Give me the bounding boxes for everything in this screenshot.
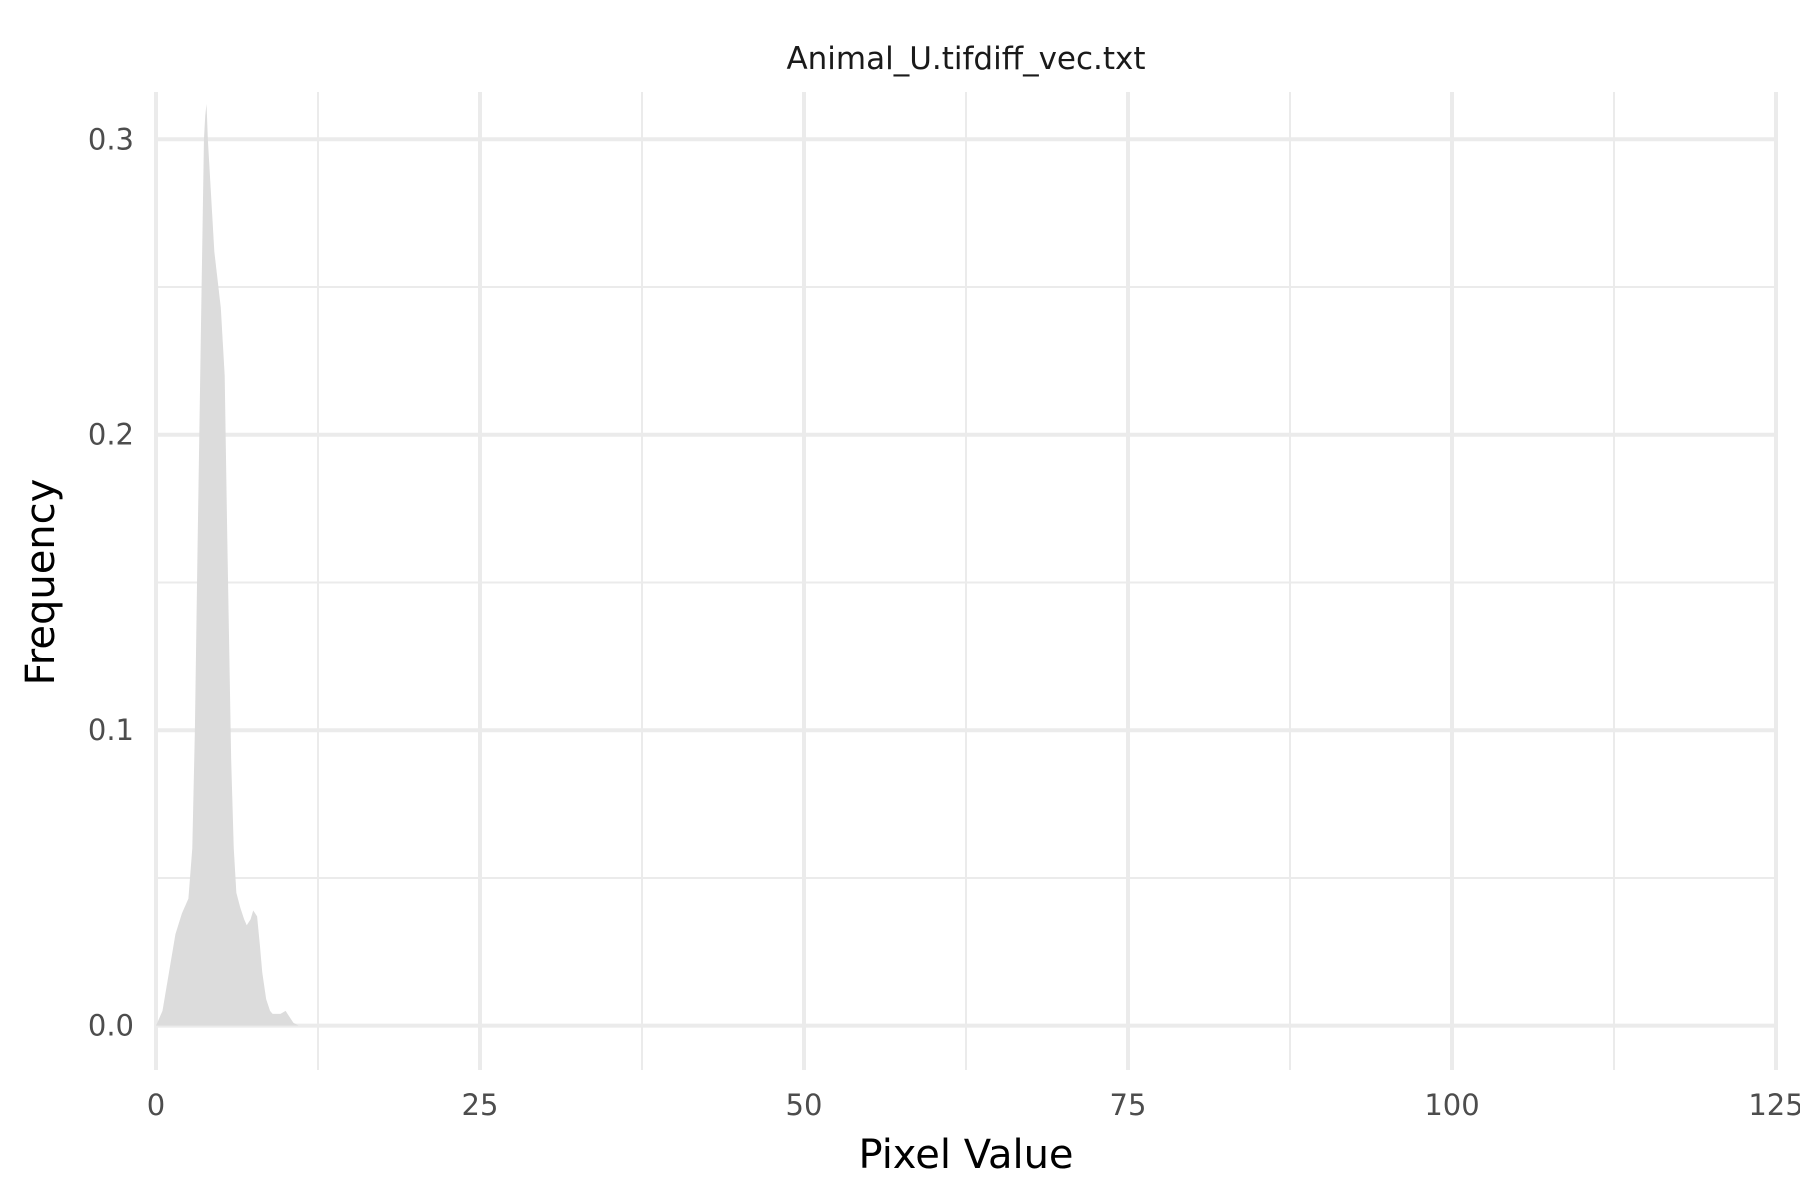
x-tick-label: 100 [1424, 1088, 1479, 1122]
y-tick-label: 0.1 [88, 713, 134, 747]
x-axis-title: Pixel Value [858, 1132, 1073, 1178]
y-axis-tick-labels: 0.0 0.1 0.2 0.3 [88, 122, 134, 1042]
x-axis-tick-labels: 0 25 50 75 100 125 [147, 1088, 1800, 1122]
y-axis-title: Frequency [18, 479, 64, 686]
density-area-group [156, 103, 312, 1026]
x-tick-label: 25 [462, 1088, 499, 1122]
y-tick-label: 0.3 [88, 122, 134, 156]
x-tick-label: 0 [147, 1088, 165, 1122]
x-tick-label: 75 [1110, 1088, 1147, 1122]
chart-title: Animal_U.tifdiff_vec.txt [786, 41, 1145, 77]
y-tick-label: 0.2 [88, 418, 134, 452]
grid-lines [154, 92, 1778, 1070]
x-tick-label: 50 [786, 1088, 823, 1122]
y-tick-label: 0.0 [88, 1009, 134, 1043]
density-area [156, 103, 312, 1026]
x-tick-label: 125 [1748, 1088, 1800, 1122]
